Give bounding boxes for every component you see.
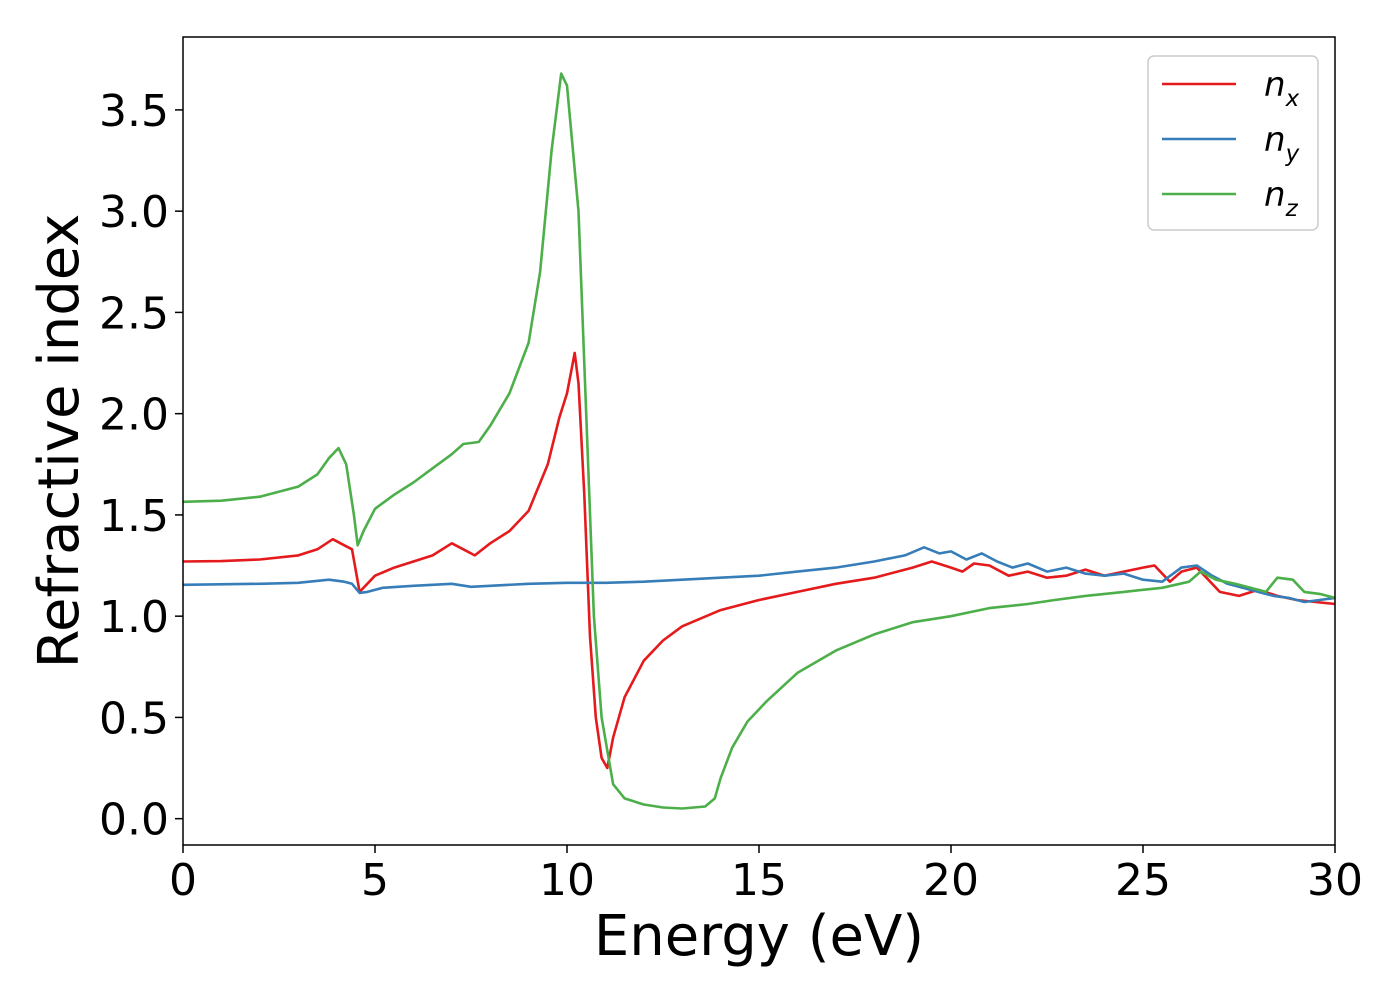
y-tick-label: 2.5 bbox=[99, 288, 169, 339]
legend-box bbox=[1147, 55, 1319, 231]
x-tick-label: 0 bbox=[169, 855, 197, 906]
y-tick-label: 2.0 bbox=[99, 390, 169, 441]
series-layer bbox=[182, 72, 1336, 810]
y-tick-label: 3.0 bbox=[99, 187, 169, 238]
y-axis-title: Refractive index bbox=[27, 214, 92, 669]
x-axis-title: Energy (eV) bbox=[594, 904, 924, 969]
x-tick-label: 20 bbox=[923, 855, 979, 906]
y-tick-label: 0.0 bbox=[99, 795, 169, 846]
y-tick-label: 0.5 bbox=[99, 693, 169, 744]
y-tick-label: 1.5 bbox=[99, 491, 169, 542]
y-tick-label: 3.5 bbox=[99, 86, 169, 137]
x-tick-label: 5 bbox=[361, 855, 389, 906]
legend-label-z: nz bbox=[1264, 175, 1299, 222]
legend-label-x: nx bbox=[1264, 65, 1300, 112]
y-tick-label: 1.0 bbox=[99, 592, 169, 643]
x-tick-label: 30 bbox=[1307, 855, 1363, 906]
legend: nx ny nz bbox=[1147, 55, 1319, 231]
series-line-z bbox=[182, 72, 1336, 810]
series-line-y bbox=[182, 546, 1336, 604]
series-line-x bbox=[182, 351, 1336, 770]
x-axis-ticks: 0 5 10 15 20 25 30 bbox=[169, 845, 1363, 906]
y-axis-ticks: 0.0 0.5 1.0 1.5 2.0 2.5 3.0 3.5 bbox=[99, 86, 183, 846]
x-tick-label: 15 bbox=[731, 855, 787, 906]
legend-label-y: ny bbox=[1264, 120, 1300, 167]
x-tick-label: 25 bbox=[1115, 855, 1171, 906]
x-tick-label: 10 bbox=[539, 855, 595, 906]
